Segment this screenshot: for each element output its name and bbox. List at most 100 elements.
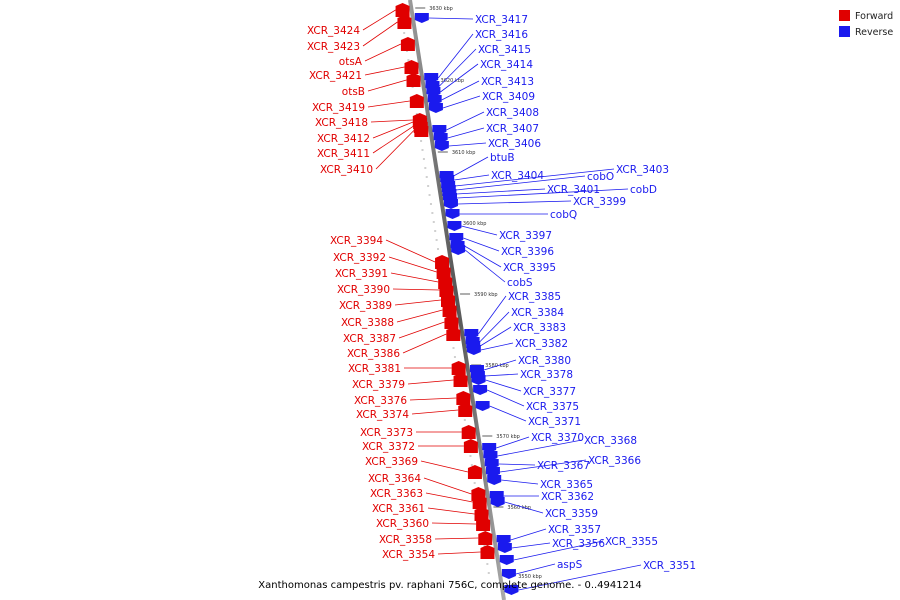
reverse-gene-label[interactable]: XCR_3380 — [518, 355, 571, 367]
forward-gene-label[interactable]: XCR_3418 — [315, 117, 368, 129]
reverse-gene-arrow[interactable] — [445, 209, 460, 219]
reverse-gene-arrow[interactable] — [496, 535, 511, 545]
reverse-gene-label[interactable]: XCR_3359 — [545, 508, 598, 520]
reverse-gene-label[interactable]: XCR_3383 — [513, 322, 566, 334]
forward-gene-arrow[interactable] — [480, 545, 495, 559]
reverse-gene-label[interactable]: cobQ — [550, 209, 577, 221]
reverse-gene-arrow[interactable] — [443, 199, 458, 209]
forward-gene-label[interactable]: XCR_3354 — [382, 549, 435, 561]
forward-gene-arrow[interactable] — [444, 315, 459, 329]
forward-gene-label[interactable]: XCR_3369 — [365, 456, 418, 468]
forward-gene-label[interactable]: XCR_3373 — [360, 427, 413, 439]
forward-gene-label[interactable]: XCR_3410 — [320, 164, 373, 176]
reverse-gene-label[interactable]: XCR_3377 — [523, 386, 576, 398]
reverse-gene-label[interactable]: XCR_3416 — [475, 29, 528, 41]
forward-gene-arrow[interactable] — [439, 283, 454, 297]
reverse-gene-arrow[interactable] — [426, 87, 441, 97]
forward-gene-arrow[interactable] — [442, 303, 457, 317]
reverse-gene-label[interactable]: XCR_3356 — [552, 538, 605, 550]
forward-gene-label[interactable]: XCR_3374 — [356, 409, 409, 421]
reverse-gene-label[interactable]: cobO — [587, 171, 614, 183]
forward-gene-label[interactable]: XCR_3391 — [335, 268, 388, 280]
reverse-gene-label[interactable]: XCR_3406 — [488, 138, 541, 150]
forward-gene-label[interactable]: XCR_3390 — [337, 284, 390, 296]
forward-gene-arrow[interactable] — [400, 37, 415, 51]
reverse-gene-label[interactable]: XCR_3367 — [537, 460, 590, 472]
reverse-gene-arrow[interactable] — [475, 401, 490, 411]
forward-gene-label[interactable]: XCR_3412 — [317, 133, 370, 145]
forward-gene-arrow[interactable] — [406, 73, 421, 87]
forward-gene-arrow[interactable] — [441, 293, 455, 307]
forward-gene-label[interactable]: XCR_3379 — [352, 379, 405, 391]
reverse-gene-arrow[interactable] — [464, 329, 479, 339]
forward-gene-arrow[interactable] — [467, 465, 482, 479]
forward-gene-arrow[interactable] — [451, 361, 466, 375]
reverse-gene-label[interactable]: XCR_3357 — [548, 524, 601, 536]
reverse-gene-arrow[interactable] — [499, 555, 514, 565]
forward-gene-arrow[interactable] — [453, 373, 468, 387]
forward-gene-label[interactable]: XCR_3424 — [307, 25, 360, 37]
reverse-gene-arrow[interactable] — [433, 133, 448, 143]
reverse-gene-label[interactable]: cobS — [507, 277, 533, 289]
forward-gene-label[interactable]: XCR_3361 — [372, 503, 425, 515]
forward-gene-label[interactable]: XCR_3411 — [317, 148, 370, 160]
forward-gene-arrow[interactable] — [458, 403, 473, 417]
reverse-gene-arrow[interactable] — [424, 73, 439, 83]
forward-gene-label[interactable]: XCR_3363 — [370, 488, 423, 500]
reverse-gene-label[interactable]: XCR_3408 — [486, 107, 539, 119]
forward-gene-arrow[interactable] — [461, 425, 476, 439]
reverse-gene-arrow[interactable] — [427, 95, 442, 105]
forward-gene-arrow[interactable] — [414, 123, 429, 137]
forward-gene-arrow[interactable] — [404, 60, 419, 74]
reverse-gene-label[interactable]: cobD — [630, 184, 657, 196]
reverse-gene-label[interactable]: XCR_3401 — [547, 184, 600, 196]
reverse-gene-label[interactable]: XCR_3403 — [616, 164, 669, 176]
reverse-gene-label[interactable]: XCR_3399 — [573, 196, 626, 208]
forward-gene-label[interactable]: XCR_3358 — [379, 534, 432, 546]
reverse-gene-arrow[interactable] — [449, 233, 464, 243]
forward-gene-label[interactable]: XCR_3364 — [368, 473, 421, 485]
reverse-gene-label[interactable]: XCR_3365 — [540, 479, 593, 491]
reverse-gene-arrow[interactable] — [414, 13, 429, 23]
forward-gene-label[interactable]: XCR_3423 — [307, 41, 360, 53]
reverse-gene-arrow[interactable] — [473, 385, 488, 395]
reverse-gene-label[interactable]: XCR_3413 — [481, 76, 534, 88]
forward-gene-arrow[interactable] — [397, 15, 412, 29]
forward-gene-label[interactable]: XCR_3372 — [362, 441, 415, 453]
forward-gene-arrow[interactable] — [395, 3, 410, 17]
forward-gene-label[interactable]: XCR_3387 — [343, 333, 396, 345]
forward-gene-label[interactable]: XCR_3381 — [348, 363, 401, 375]
forward-gene-label[interactable]: XCR_3360 — [376, 518, 429, 530]
forward-gene-arrow[interactable] — [436, 265, 451, 279]
reverse-gene-arrow[interactable] — [487, 475, 502, 485]
reverse-gene-label[interactable]: XCR_3407 — [486, 123, 539, 135]
forward-gene-arrow[interactable] — [474, 507, 489, 521]
reverse-gene-arrow[interactable] — [497, 543, 512, 553]
reverse-gene-label[interactable]: XCR_3395 — [503, 262, 556, 274]
reverse-gene-label[interactable]: XCR_3415 — [478, 44, 531, 56]
forward-gene-label[interactable]: XCR_3419 — [312, 102, 365, 114]
forward-gene-arrow[interactable] — [472, 495, 487, 509]
reverse-gene-label[interactable]: XCR_3366 — [588, 455, 641, 467]
forward-gene-arrow[interactable] — [435, 255, 450, 269]
reverse-gene-arrow[interactable] — [471, 375, 486, 385]
reverse-gene-arrow[interactable] — [485, 467, 500, 477]
reverse-gene-arrow[interactable] — [466, 345, 481, 355]
reverse-gene-label[interactable]: aspS — [557, 559, 583, 571]
reverse-gene-arrow[interactable] — [428, 103, 443, 113]
forward-gene-label[interactable]: XCR_3389 — [339, 300, 392, 312]
forward-gene-arrow[interactable] — [409, 94, 424, 108]
forward-gene-label[interactable]: XCR_3421 — [309, 70, 362, 82]
forward-gene-label[interactable]: otsA — [339, 56, 363, 68]
reverse-gene-arrow[interactable] — [504, 585, 519, 595]
forward-gene-arrow[interactable] — [463, 439, 478, 453]
reverse-gene-label[interactable]: XCR_3368 — [584, 435, 637, 447]
reverse-gene-label[interactable]: btuB — [490, 152, 515, 164]
forward-gene-arrow[interactable] — [476, 517, 491, 531]
reverse-gene-label[interactable]: XCR_3414 — [480, 59, 533, 71]
reverse-gene-label[interactable]: XCR_3375 — [526, 401, 579, 413]
reverse-gene-arrow[interactable] — [434, 141, 449, 151]
reverse-gene-label[interactable]: XCR_3382 — [515, 338, 568, 350]
reverse-gene-arrow[interactable] — [447, 221, 462, 231]
reverse-gene-label[interactable]: XCR_3355 — [605, 536, 658, 548]
